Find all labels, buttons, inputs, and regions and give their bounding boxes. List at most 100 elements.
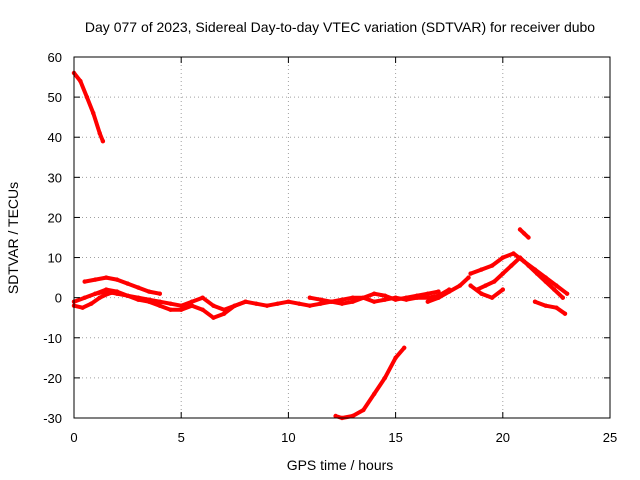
data-point (82, 279, 87, 284)
data-point (517, 255, 523, 260)
data-point (157, 291, 162, 296)
data-point (382, 375, 388, 381)
data-point (89, 301, 94, 306)
x-tick-label: 0 (70, 430, 77, 445)
data-point (382, 297, 388, 302)
data-point (483, 283, 488, 288)
data-point (329, 299, 334, 304)
data-point (264, 303, 270, 308)
data-point (296, 301, 302, 306)
y-tick-label: 20 (48, 210, 62, 225)
data-point (466, 275, 471, 280)
data-point (425, 299, 430, 304)
data-point (189, 303, 195, 308)
x-tick-label: 25 (603, 430, 617, 445)
data-point (457, 283, 463, 288)
data-point (100, 139, 106, 144)
x-tick-label: 20 (496, 430, 510, 445)
data-point (93, 277, 98, 282)
data-point (402, 345, 407, 350)
data-point (511, 251, 516, 256)
data-point (104, 275, 109, 280)
data-point (500, 271, 505, 276)
data-point (479, 291, 484, 296)
data-point (157, 299, 162, 304)
data-point (468, 283, 473, 288)
data-point (382, 293, 388, 298)
data-point (436, 295, 441, 300)
series-line-dubo-arc-13 (533, 299, 567, 316)
data-point (189, 299, 195, 304)
data-point (221, 311, 227, 316)
data-point (554, 283, 559, 288)
data-point (179, 303, 184, 308)
data-point (106, 291, 111, 296)
data-point (275, 301, 280, 306)
data-point (492, 279, 497, 284)
data-point (562, 311, 568, 316)
data-point (157, 303, 162, 308)
data-point (168, 307, 173, 312)
data-point (552, 287, 557, 292)
series-line-dubo-arc-11 (468, 283, 505, 300)
x-axis-label: GPS time / hours (287, 457, 394, 473)
data-point (200, 307, 205, 312)
data-point (339, 301, 345, 306)
data-point (526, 235, 531, 240)
data-point (500, 287, 505, 292)
data-point (179, 307, 184, 312)
data-point (125, 293, 130, 298)
data-series (71, 70, 570, 421)
data-point (532, 299, 538, 304)
data-point (318, 301, 323, 306)
series-line-dubo-arc-10 (475, 255, 565, 300)
y-tick-label: -30 (43, 411, 62, 426)
data-point (404, 295, 409, 300)
y-axis-label: SDTVAR / TECUs (5, 182, 21, 294)
data-point (93, 291, 98, 296)
data-point (200, 295, 205, 300)
y-tick-label: 10 (48, 251, 62, 266)
data-point (243, 299, 248, 304)
data-point (114, 277, 120, 282)
y-tick-label: 0 (55, 291, 62, 306)
data-point (554, 305, 559, 310)
data-point (318, 297, 323, 302)
data-point (168, 301, 173, 306)
data-point (307, 295, 312, 300)
y-tick-label: 50 (48, 90, 62, 105)
data-point (136, 297, 141, 302)
data-point (254, 301, 259, 306)
data-point (97, 295, 102, 300)
data-point (104, 287, 109, 292)
ticks: 0 5 10 15 20 25 -30 -20 -10 0 10 20 30 40 50 60 (43, 50, 617, 445)
data-point (82, 295, 87, 300)
data-point (468, 271, 473, 276)
data-point (372, 391, 377, 397)
x-tick-label: 15 (388, 430, 402, 445)
data-point (414, 293, 420, 298)
data-point (526, 263, 531, 268)
data-point (211, 303, 216, 308)
data-point (509, 263, 514, 268)
plot-frame (73, 56, 611, 419)
data-point (436, 289, 441, 294)
data-point (522, 231, 527, 236)
data-point (393, 355, 398, 360)
data-point (125, 281, 130, 286)
data-point (517, 227, 523, 232)
data-point (286, 299, 291, 304)
x-tick-label: 5 (178, 430, 185, 445)
y-tick-label: 60 (48, 50, 62, 65)
y-tick-label: 30 (48, 170, 62, 185)
data-point (489, 295, 495, 300)
data-point (350, 295, 355, 300)
data-point (84, 94, 90, 100)
chart-title: Day 077 of 2023, Sidereal Day-to-day VTE… (85, 19, 595, 35)
data-point (560, 295, 565, 300)
data-point (97, 131, 102, 136)
data-point (361, 407, 366, 413)
data-point (425, 295, 430, 300)
data-point (136, 285, 141, 290)
